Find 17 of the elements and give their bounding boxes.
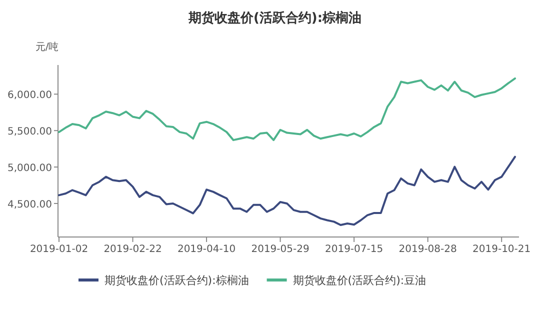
y-tick-label: 6,000.00	[7, 90, 52, 102]
x-tick-label: 2019-02-22	[104, 244, 162, 255]
x-tick-label: 2019-08-28	[398, 244, 457, 255]
y-tick-label: 5,500.00	[7, 126, 52, 138]
x-tick-label: 2019-04-10	[177, 244, 236, 255]
x-tick-label: 2019-07-15	[324, 244, 384, 255]
x-tick-label: 2019-10-21	[472, 244, 531, 255]
legend-label: 期货收盘价(活跃合约):棕榈油	[104, 274, 249, 287]
chart-title: 期货收盘价(活跃合约):棕榈油	[187, 10, 362, 26]
y-axis-title: 元/吨	[35, 41, 59, 53]
line-series	[58, 77, 516, 142]
line-series	[58, 156, 516, 226]
y-tick-label: 4,500.00	[7, 199, 52, 210]
x-tick-label: 2019-01-02	[30, 244, 88, 255]
y-tick-label: 5,000.00	[7, 163, 52, 174]
legend-label: 期货收盘价(活跃合约):豆油	[292, 274, 426, 287]
x-tick-label: 2019-05-29	[251, 244, 310, 255]
